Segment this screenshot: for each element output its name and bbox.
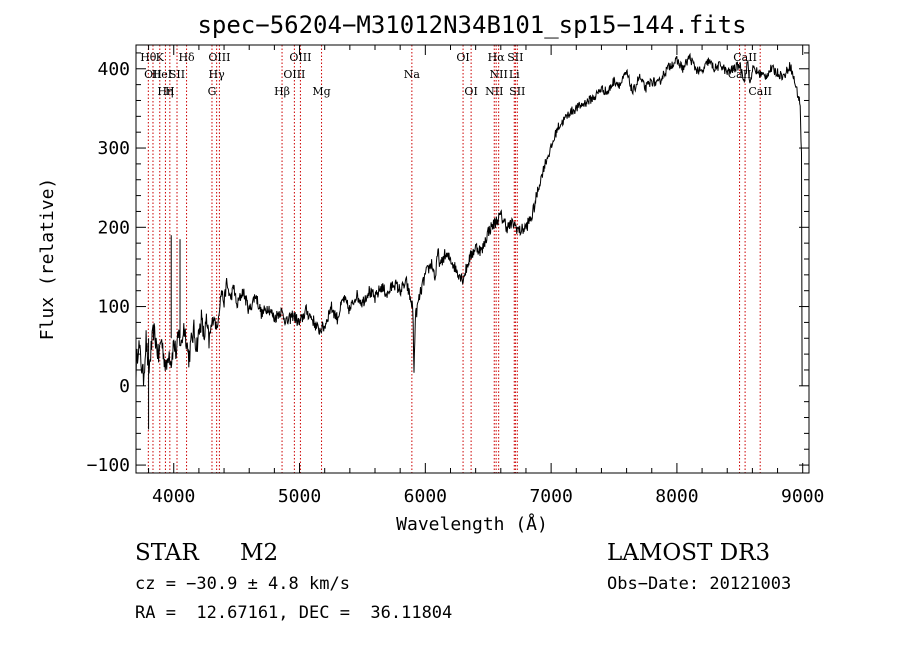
line-marker-label: OII (144, 68, 162, 81)
object-subclass: M2 (240, 540, 279, 566)
x-tick-label: 9000 (781, 486, 824, 507)
line-marker-label: He (152, 68, 168, 81)
y-tick-label: 400 (97, 59, 130, 80)
line-marker-label: Na (404, 68, 421, 81)
y-tick-label: 100 (97, 297, 130, 318)
line-marker-label: K (156, 51, 165, 64)
line-marker-label: SII (509, 85, 525, 98)
line-marker-label: G (208, 85, 217, 98)
x-tick-label: 6000 (404, 486, 447, 507)
plot-frame (135, 44, 810, 474)
survey-name: LAMOST DR3 (607, 540, 771, 566)
line-marker-label: OIII (208, 51, 230, 64)
redshift-text: cz = −30.9 ± 4.8 km/s (135, 574, 350, 594)
line-marker-label: OI (456, 51, 469, 64)
y-axis-label: Flux (relative) (37, 178, 58, 341)
line-marker-label: Mg (312, 85, 330, 98)
line-markers (147, 45, 761, 473)
line-marker-label: Hβ (274, 85, 290, 98)
line-marker-label: CaII (733, 51, 757, 64)
line-marker-label: CaII (748, 85, 772, 98)
line-marker-label: OI (464, 85, 477, 98)
y-tick-label: 300 (97, 138, 130, 159)
line-marker-label: NII (485, 85, 503, 98)
obs-date: Obs−Date: 20121003 (607, 574, 792, 594)
y-tick-label: 0 (119, 376, 130, 397)
line-marker-label: Hη (157, 85, 173, 98)
x-axis-label: Wavelength (Å) (396, 513, 548, 535)
line-marker-label: Hγ (209, 68, 226, 81)
line-marker-label: H (165, 85, 175, 98)
x-tick-label: 4000 (152, 486, 195, 507)
spectrum-series (135, 52, 803, 430)
line-marker-label: Hα (488, 51, 506, 64)
chart-title: spec−56204−M31012N34B101_sp15−144.fits (197, 11, 746, 39)
line-marker-label: SII (169, 68, 185, 81)
line-marker-label: NII (490, 68, 508, 81)
y-axis: −100 0 100 200 300 400 (87, 52, 809, 476)
y-tick-label: 200 (97, 217, 130, 238)
line-marker-labels: Hθ OII K He Hη IH SII Hδ G Hγ OIII Hβ OIII OIII Mg Na OI… (140, 51, 772, 98)
line-marker-label: SII (507, 51, 523, 64)
line-marker-label: OIII (283, 68, 305, 81)
x-tick-label: 8000 (655, 486, 698, 507)
line-marker-label: Hθ (140, 51, 157, 64)
line-marker-label: Li (509, 68, 520, 81)
coordinates-text: RA = 12.67161, DEC = 36.11804 (135, 603, 453, 623)
x-tick-label: 7000 (529, 486, 572, 507)
spectrum-line (135, 52, 803, 386)
x-tick-label: 5000 (278, 486, 321, 507)
line-marker-label: Hδ (178, 51, 195, 64)
y-tick-label: −100 (87, 455, 130, 476)
x-axis: 4000 5000 6000 7000 8000 9000 (148, 45, 824, 507)
line-marker-label: OIII (289, 51, 311, 64)
object-class: STAR (135, 540, 199, 566)
line-marker-label: I (168, 68, 172, 81)
